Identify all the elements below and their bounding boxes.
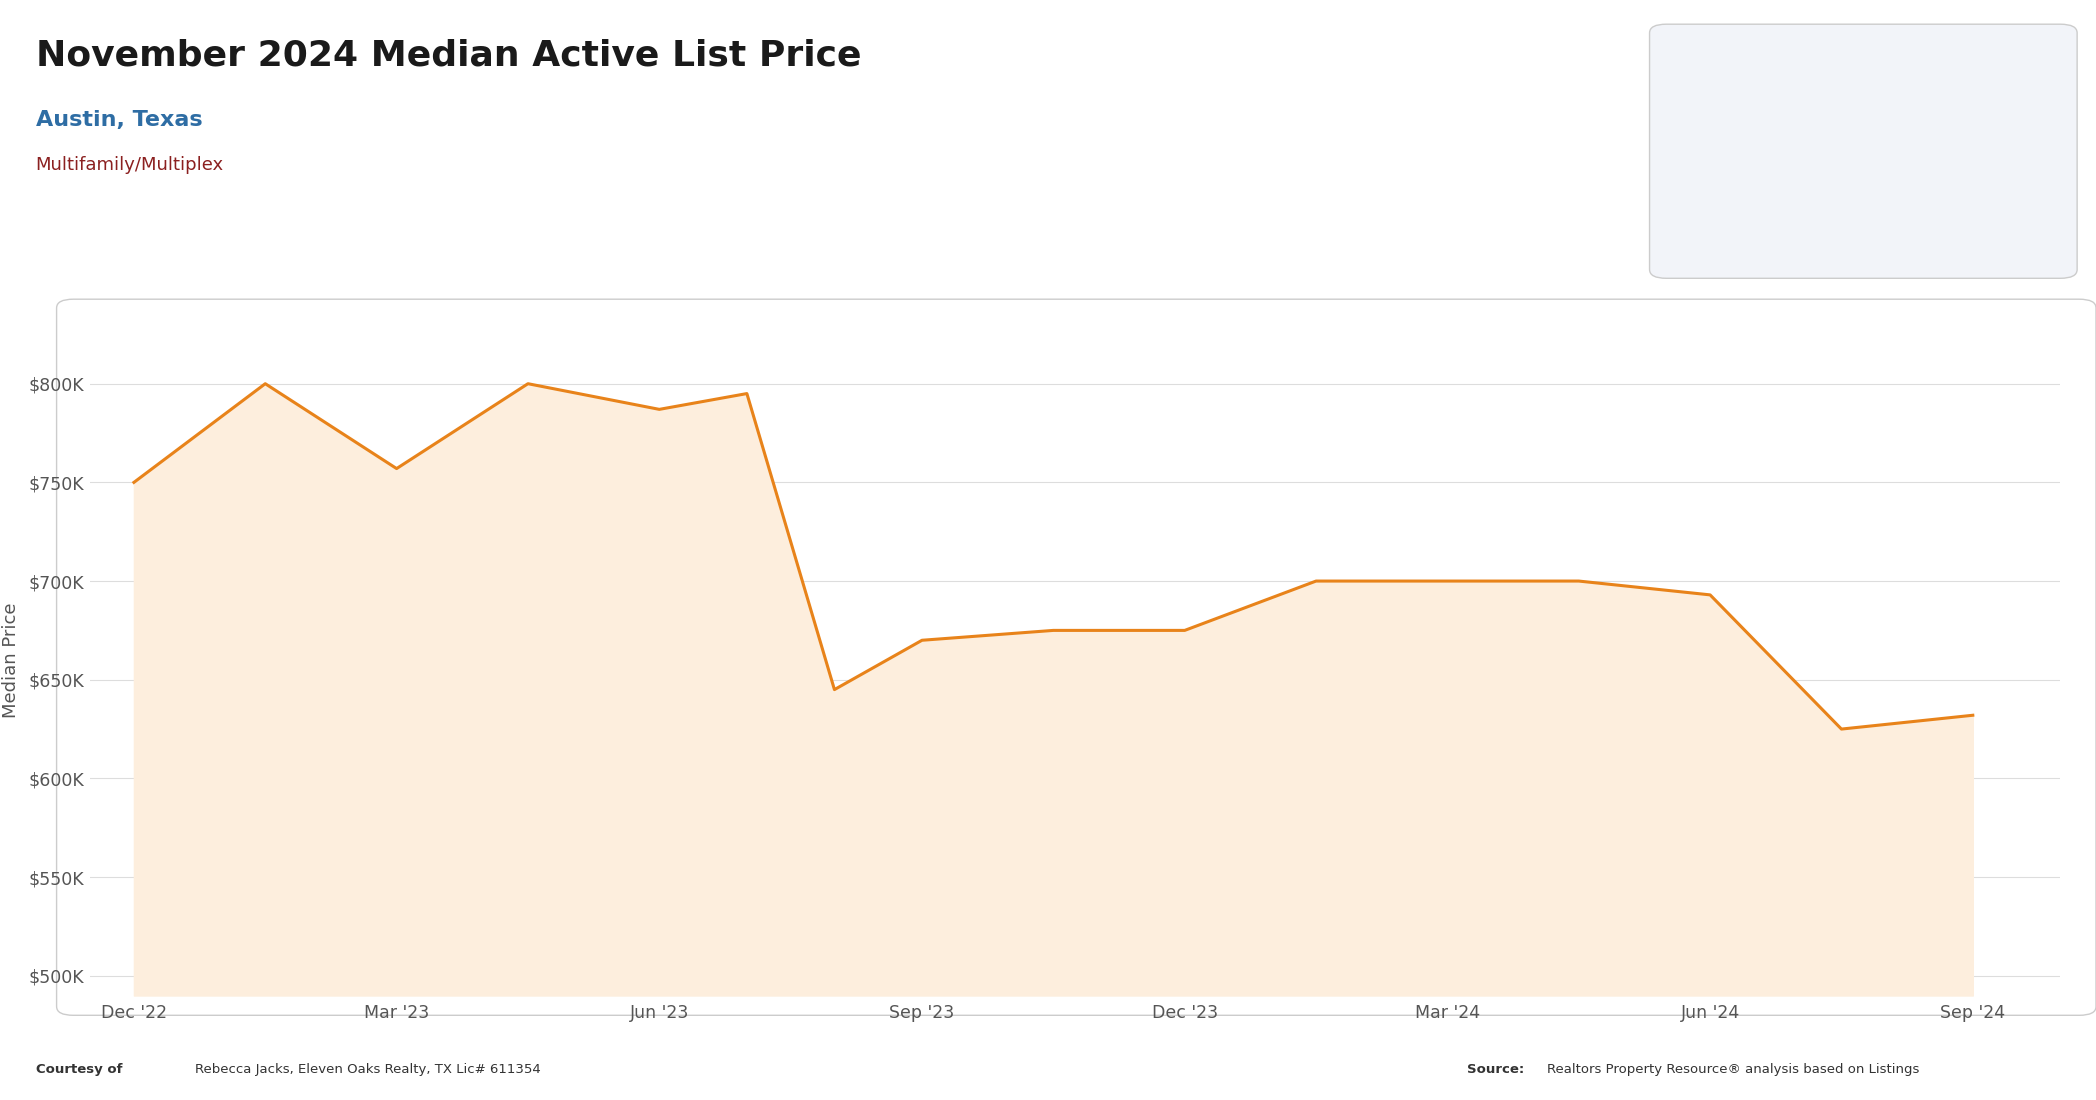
Text: Source:: Source:: [1467, 1063, 1530, 1076]
Text: 1% Month over Month: 1% Month over Month: [1719, 227, 1886, 242]
Text: Rebecca Jacks, Eleven Oaks Realty, TX Lic# 611354: Rebecca Jacks, Eleven Oaks Realty, TX Li…: [195, 1063, 541, 1076]
Text: Median List Price: Median List Price: [1694, 53, 1840, 68]
Text: ↑: ↑: [1687, 226, 1702, 243]
Text: $632,000: $632,000: [1694, 108, 1897, 146]
Text: Multifamily/Multiplex: Multifamily/Multiplex: [36, 156, 224, 174]
Text: Realtors Property Resource® analysis based on Listings: Realtors Property Resource® analysis bas…: [1547, 1063, 1920, 1076]
Text: November 2024 Median Active List Price: November 2024 Median Active List Price: [36, 39, 861, 73]
Text: Austin, Texas: Austin, Texas: [36, 110, 201, 130]
Y-axis label: Median Price: Median Price: [2, 603, 21, 718]
Text: Courtesy of: Courtesy of: [36, 1063, 126, 1076]
